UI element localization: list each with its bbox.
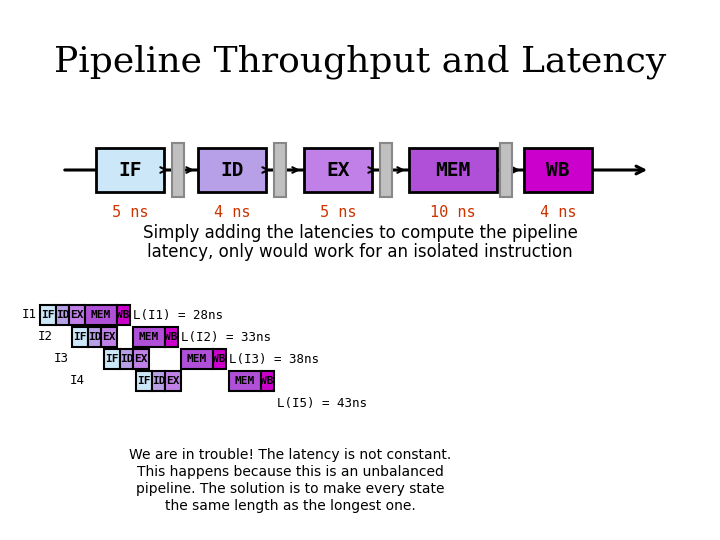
Bar <box>152 371 165 391</box>
Bar <box>117 305 130 325</box>
Text: ID: ID <box>55 310 69 320</box>
Text: IF: IF <box>73 332 86 342</box>
Text: EX: EX <box>166 376 179 386</box>
Text: WB: WB <box>261 376 274 386</box>
Bar <box>409 148 497 192</box>
Bar <box>85 305 117 325</box>
Text: 5 ns: 5 ns <box>320 205 356 220</box>
Text: 4 ns: 4 ns <box>214 205 251 220</box>
Text: L(I5) = 43ns: L(I5) = 43ns <box>276 396 366 409</box>
Text: This happens because this is an unbalanced: This happens because this is an unbalanc… <box>137 465 444 479</box>
Bar <box>274 143 286 197</box>
Bar <box>213 349 225 369</box>
Bar <box>198 148 266 192</box>
Text: pipeline. The solution is to make every state: pipeline. The solution is to make every … <box>136 482 444 496</box>
Text: IF: IF <box>118 160 142 179</box>
Text: WB: WB <box>546 160 570 179</box>
Text: Simply adding the latencies to compute the pipeline: Simply adding the latencies to compute t… <box>143 224 577 242</box>
Text: I4: I4 <box>70 375 85 388</box>
Text: L(I2) = 33ns: L(I2) = 33ns <box>181 330 271 343</box>
Text: ID: ID <box>88 332 101 342</box>
Text: 5 ns: 5 ns <box>112 205 148 220</box>
Bar <box>120 349 132 369</box>
Text: I1: I1 <box>22 308 37 321</box>
Bar <box>104 349 120 369</box>
Bar <box>136 371 152 391</box>
Bar <box>132 349 149 369</box>
Bar <box>181 349 213 369</box>
Bar <box>56 305 69 325</box>
Text: EX: EX <box>326 160 350 179</box>
Bar <box>524 148 592 192</box>
Text: ID: ID <box>152 376 165 386</box>
Text: Pipeline Throughput and Latency: Pipeline Throughput and Latency <box>54 45 666 79</box>
Bar <box>229 371 261 391</box>
Bar <box>500 143 512 197</box>
Bar <box>40 305 56 325</box>
Text: We are in trouble! The latency is not constant.: We are in trouble! The latency is not co… <box>129 448 451 462</box>
Bar <box>172 143 184 197</box>
Text: WB: WB <box>164 332 178 342</box>
Text: EX: EX <box>70 310 84 320</box>
Text: WB: WB <box>212 354 226 364</box>
Text: latency, only would work for an isolated instruction: latency, only would work for an isolated… <box>147 243 573 261</box>
Bar <box>261 371 274 391</box>
Text: MEM: MEM <box>235 376 255 386</box>
Bar <box>380 143 392 197</box>
Bar <box>88 327 101 347</box>
Text: L(I1) = 28ns: L(I1) = 28ns <box>132 308 222 321</box>
Text: I2: I2 <box>38 330 53 343</box>
Text: IF: IF <box>138 376 150 386</box>
Text: WB: WB <box>117 310 130 320</box>
Bar <box>72 327 88 347</box>
Text: ID: ID <box>120 354 133 364</box>
Text: ID: ID <box>220 160 244 179</box>
Bar <box>69 305 85 325</box>
Bar <box>96 148 164 192</box>
Text: IF: IF <box>41 310 55 320</box>
Text: MEM: MEM <box>139 332 159 342</box>
Text: I3: I3 <box>54 353 69 366</box>
Text: L(I3) = 38ns: L(I3) = 38ns <box>229 353 319 366</box>
Text: IF: IF <box>105 354 119 364</box>
Bar <box>165 371 181 391</box>
Text: MEM: MEM <box>436 160 471 179</box>
Text: 10 ns: 10 ns <box>430 205 476 220</box>
Text: 4 ns: 4 ns <box>540 205 576 220</box>
Bar <box>132 327 165 347</box>
Text: MEM: MEM <box>186 354 207 364</box>
Text: EX: EX <box>134 354 148 364</box>
Bar <box>304 148 372 192</box>
Text: EX: EX <box>102 332 115 342</box>
Text: MEM: MEM <box>91 310 111 320</box>
Text: the same length as the longest one.: the same length as the longest one. <box>165 499 415 513</box>
Bar <box>101 327 117 347</box>
Bar <box>165 327 178 347</box>
